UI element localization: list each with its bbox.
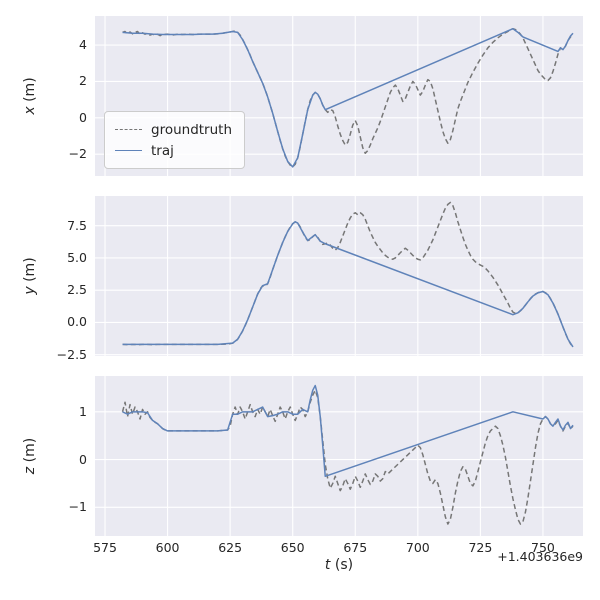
y-tick-label: 1 — [79, 403, 87, 419]
legend-item-traj: traj — [115, 140, 232, 161]
ylabel-unit-x: (m) — [22, 77, 38, 102]
subplot-y: y (m) −2.5 0.0 2.5 5.0 7.5 — [0, 196, 600, 362]
x-tick-label: 700 — [405, 540, 430, 555]
x-tick-labels: 575 600 625 650 675 700 725 750 — [0, 540, 600, 556]
ylabel-unit-z: (m) — [22, 437, 38, 463]
plot-area-z — [95, 376, 583, 536]
legend-item-groundtruth: groundtruth — [115, 119, 232, 140]
subplot-y-ylabel: y (m) — [22, 196, 42, 356]
y-tick-label: 7.5 — [67, 217, 87, 233]
legend: groundtruth traj — [104, 111, 246, 169]
subplot-z: z (m) −1 0 1 — [0, 376, 600, 536]
x-axis-label: t (s) — [95, 557, 583, 573]
xlabel-var: t — [324, 557, 331, 573]
y-tick-label: 2.5 — [67, 282, 87, 298]
y-tick-label: 2 — [79, 73, 87, 89]
xlabel-unit: (s) — [334, 557, 354, 573]
legend-label-groundtruth: groundtruth — [151, 121, 233, 138]
ylabel-var-x: x — [22, 106, 38, 115]
y-tick-label: 0 — [79, 109, 87, 125]
x-tick-label: 650 — [280, 540, 305, 555]
ylabel-unit-y: (m) — [22, 257, 38, 282]
x-tick-label: 725 — [468, 540, 493, 555]
x-axis-offset-text: +1.403636e9 — [497, 549, 583, 564]
subplot-z-ylabel: z (m) — [22, 376, 42, 536]
y-tick-label: −1 — [68, 499, 87, 515]
y-tick-label: −2 — [68, 146, 87, 162]
y-tick-label: 4 — [79, 37, 87, 53]
x-tick-label: 675 — [343, 540, 368, 555]
y-tick-label: 5.0 — [67, 249, 87, 265]
subplot-x: x (m) −2 0 2 4 — [0, 16, 600, 176]
x-tick-label: 575 — [93, 540, 117, 555]
traj-solid-line-sample — [115, 150, 142, 151]
ylabel-var-y: y — [22, 286, 38, 295]
plot-area-y — [95, 196, 583, 356]
x-tick-label: 600 — [155, 540, 180, 555]
subplot-x-ylabel: x (m) — [22, 16, 42, 176]
groundtruth-dashed-line-sample — [115, 129, 142, 130]
y-tick-label: 0.0 — [67, 314, 87, 330]
y-tick-label: 0 — [79, 451, 87, 467]
x-tick-label: 625 — [218, 540, 243, 555]
ylabel-var-z: z — [22, 466, 38, 475]
x-tick-label: 750 — [531, 540, 555, 555]
legend-label-traj: traj — [151, 142, 174, 159]
y-tick-label: −2.5 — [56, 346, 87, 362]
